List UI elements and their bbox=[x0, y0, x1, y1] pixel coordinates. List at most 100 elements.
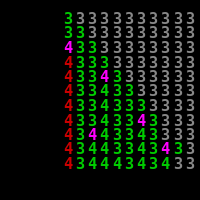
Text: 3: 3 bbox=[112, 99, 121, 114]
Text: 3: 3 bbox=[173, 84, 182, 99]
Text: 3: 3 bbox=[124, 157, 133, 172]
Text: 4: 4 bbox=[100, 142, 109, 158]
Text: 3: 3 bbox=[100, 55, 109, 71]
Text: 3: 3 bbox=[124, 41, 133, 56]
Text: 3: 3 bbox=[75, 114, 84, 129]
Text: 3: 3 bbox=[185, 41, 194, 56]
Text: 3: 3 bbox=[173, 114, 182, 129]
Text: 3: 3 bbox=[63, 12, 72, 27]
Text: 3: 3 bbox=[161, 12, 170, 27]
Text: 4: 4 bbox=[136, 157, 145, 172]
Text: 3: 3 bbox=[75, 26, 84, 42]
Text: 3: 3 bbox=[161, 70, 170, 85]
Text: 3: 3 bbox=[185, 70, 194, 85]
Text: 3: 3 bbox=[161, 114, 170, 129]
Text: 4: 4 bbox=[100, 70, 109, 85]
Text: 4: 4 bbox=[100, 84, 109, 99]
Text: 3: 3 bbox=[173, 26, 182, 42]
Text: 4: 4 bbox=[63, 84, 72, 99]
Text: 3: 3 bbox=[136, 99, 145, 114]
Text: 3: 3 bbox=[87, 41, 97, 56]
Text: 3: 3 bbox=[136, 12, 145, 27]
Text: 4: 4 bbox=[63, 55, 72, 71]
Text: 3: 3 bbox=[75, 128, 84, 143]
Text: 4: 4 bbox=[161, 157, 170, 172]
Text: 3: 3 bbox=[185, 26, 194, 42]
Text: 3: 3 bbox=[185, 99, 194, 114]
Text: 3: 3 bbox=[75, 99, 84, 114]
Text: 3: 3 bbox=[112, 142, 121, 158]
Text: 3: 3 bbox=[100, 26, 109, 42]
Text: 3: 3 bbox=[124, 12, 133, 27]
Text: 4: 4 bbox=[136, 114, 145, 129]
Text: 3: 3 bbox=[185, 84, 194, 99]
Text: 4: 4 bbox=[87, 142, 97, 158]
Text: 3: 3 bbox=[185, 114, 194, 129]
Text: 3: 3 bbox=[112, 128, 121, 143]
Text: 3: 3 bbox=[112, 41, 121, 56]
Text: 3: 3 bbox=[185, 157, 194, 172]
Text: 3: 3 bbox=[87, 55, 97, 71]
Text: 3: 3 bbox=[112, 55, 121, 71]
Text: 3: 3 bbox=[75, 55, 84, 71]
Text: 3: 3 bbox=[148, 84, 158, 99]
Text: 3: 3 bbox=[75, 84, 84, 99]
Text: 3: 3 bbox=[161, 41, 170, 56]
Text: 3: 3 bbox=[124, 142, 133, 158]
Text: 4: 4 bbox=[136, 142, 145, 158]
Text: 3: 3 bbox=[148, 55, 158, 71]
Text: 3: 3 bbox=[148, 12, 158, 27]
Text: 3: 3 bbox=[173, 128, 182, 143]
Text: 4: 4 bbox=[63, 70, 72, 85]
Text: 4: 4 bbox=[63, 142, 72, 158]
Text: 3: 3 bbox=[112, 84, 121, 99]
Text: 4: 4 bbox=[100, 99, 109, 114]
Text: 3: 3 bbox=[173, 12, 182, 27]
Text: 3: 3 bbox=[112, 12, 121, 27]
Text: 4: 4 bbox=[63, 99, 72, 114]
Text: 3: 3 bbox=[100, 12, 109, 27]
Text: 3: 3 bbox=[173, 55, 182, 71]
Text: 3: 3 bbox=[136, 26, 145, 42]
Text: 3: 3 bbox=[161, 26, 170, 42]
Text: 4: 4 bbox=[100, 157, 109, 172]
Text: 3: 3 bbox=[136, 84, 145, 99]
Text: 3: 3 bbox=[124, 128, 133, 143]
Text: 3: 3 bbox=[161, 55, 170, 71]
Text: 3: 3 bbox=[87, 84, 97, 99]
Text: 4: 4 bbox=[63, 128, 72, 143]
Text: 4: 4 bbox=[161, 142, 170, 158]
Text: 3: 3 bbox=[136, 55, 145, 71]
Text: 3: 3 bbox=[136, 41, 145, 56]
Text: 3: 3 bbox=[124, 84, 133, 99]
Text: 3: 3 bbox=[185, 12, 194, 27]
Text: 3: 3 bbox=[87, 12, 97, 27]
Text: 3: 3 bbox=[161, 84, 170, 99]
Text: 4: 4 bbox=[63, 157, 72, 172]
Text: 3: 3 bbox=[124, 70, 133, 85]
Text: 4: 4 bbox=[100, 128, 109, 143]
Text: 3: 3 bbox=[148, 142, 158, 158]
Text: 3: 3 bbox=[124, 55, 133, 71]
Text: 4: 4 bbox=[63, 114, 72, 129]
Text: 4: 4 bbox=[63, 41, 72, 56]
Text: 3: 3 bbox=[124, 114, 133, 129]
Text: 3: 3 bbox=[75, 41, 84, 56]
Text: 3: 3 bbox=[173, 41, 182, 56]
Text: 3: 3 bbox=[87, 26, 97, 42]
Text: 4: 4 bbox=[112, 157, 121, 172]
Text: 3: 3 bbox=[124, 99, 133, 114]
Text: 3: 3 bbox=[75, 142, 84, 158]
Text: 3: 3 bbox=[148, 128, 158, 143]
Text: 3: 3 bbox=[112, 26, 121, 42]
Text: 3: 3 bbox=[148, 114, 158, 129]
Text: 3: 3 bbox=[161, 99, 170, 114]
Text: 3: 3 bbox=[87, 114, 97, 129]
Text: 4: 4 bbox=[87, 128, 97, 143]
Text: 3: 3 bbox=[161, 128, 170, 143]
Text: 3: 3 bbox=[173, 99, 182, 114]
Text: 3: 3 bbox=[87, 99, 97, 114]
Text: 3: 3 bbox=[173, 157, 182, 172]
Text: 4: 4 bbox=[136, 128, 145, 143]
Text: 3: 3 bbox=[124, 26, 133, 42]
